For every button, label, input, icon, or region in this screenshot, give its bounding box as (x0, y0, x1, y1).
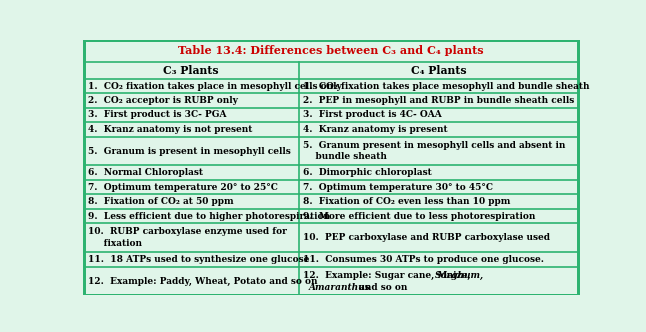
Text: 5.  Granum present in mesophyll cells and absent in
    bundle sheath: 5. Granum present in mesophyll cells and… (302, 141, 565, 161)
Text: Table 13.4: Differences between C₃ and C₄ plants: Table 13.4: Differences between C₃ and C… (178, 45, 484, 56)
Text: Amaranthus: Amaranthus (309, 283, 370, 292)
Text: and so on: and so on (357, 283, 408, 292)
Text: 9.  Less efficient due to higher photorespiration: 9. Less efficient due to higher photores… (88, 211, 329, 220)
Text: 7.  Optimum temperature 30° to 45°C: 7. Optimum temperature 30° to 45°C (302, 183, 492, 192)
Text: 12.  Example: Sugar cane, Maize,: 12. Example: Sugar cane, Maize, (302, 271, 473, 280)
Text: 12.  Example: Paddy, Wheat, Potato and so on: 12. Example: Paddy, Wheat, Potato and so… (88, 277, 317, 286)
Text: 10.  PEP carboxylase and RUBP carboxylase used: 10. PEP carboxylase and RUBP carboxylase… (302, 233, 550, 242)
Text: 4.  Kranz anatomy is present: 4. Kranz anatomy is present (302, 125, 447, 134)
Text: 5.  Granum is present in mesophyll cells: 5. Granum is present in mesophyll cells (88, 146, 291, 156)
Text: 11.  18 ATPs used to synthesize one glucose: 11. 18 ATPs used to synthesize one gluco… (88, 255, 309, 264)
Text: 2.  CO₂ acceptor is RUBP only: 2. CO₂ acceptor is RUBP only (88, 96, 238, 105)
Text: 1.  CO₂ fixation takes place in mesophyll cells only: 1. CO₂ fixation takes place in mesophyll… (88, 82, 342, 91)
Text: 2.  PEP in mesophyll and RUBP in bundle sheath cells: 2. PEP in mesophyll and RUBP in bundle s… (302, 96, 574, 105)
Text: 3.  First product is 4C- OAA: 3. First product is 4C- OAA (302, 111, 441, 120)
Text: 6.  Dimorphic chloroplast: 6. Dimorphic chloroplast (302, 168, 432, 177)
Text: 1.  CO₂ fixation takes place mesophyll and bundle sheath: 1. CO₂ fixation takes place mesophyll an… (302, 82, 589, 91)
Text: 6.  Normal Chloroplast: 6. Normal Chloroplast (88, 168, 203, 177)
Text: 11.  Consumes 30 ATPs to produce one glucose.: 11. Consumes 30 ATPs to produce one gluc… (302, 255, 543, 264)
Text: C₄ Plants: C₄ Plants (411, 65, 466, 76)
Text: 3.  First product is 3C- PGA: 3. First product is 3C- PGA (88, 111, 226, 120)
Text: 4.  Kranz anatomy is not present: 4. Kranz anatomy is not present (88, 125, 252, 134)
Text: C₃ Plants: C₃ Plants (163, 65, 219, 76)
Text: 7.  Optimum temperature 20° to 25°C: 7. Optimum temperature 20° to 25°C (88, 183, 278, 192)
Text: 8.  Fixation of CO₂ at 50 ppm: 8. Fixation of CO₂ at 50 ppm (88, 197, 233, 206)
Text: 10.  RUBP carboxylase enzyme used for
     fixation: 10. RUBP carboxylase enzyme used for fix… (88, 227, 287, 248)
FancyBboxPatch shape (84, 40, 578, 295)
Text: 9.  More efficient due to less photorespiration: 9. More efficient due to less photorespi… (302, 211, 535, 220)
Text: 8.  Fixation of CO₂ even less than 10 ppm: 8. Fixation of CO₂ even less than 10 ppm (302, 197, 510, 206)
Text: Sorghum,: Sorghum, (435, 271, 484, 280)
